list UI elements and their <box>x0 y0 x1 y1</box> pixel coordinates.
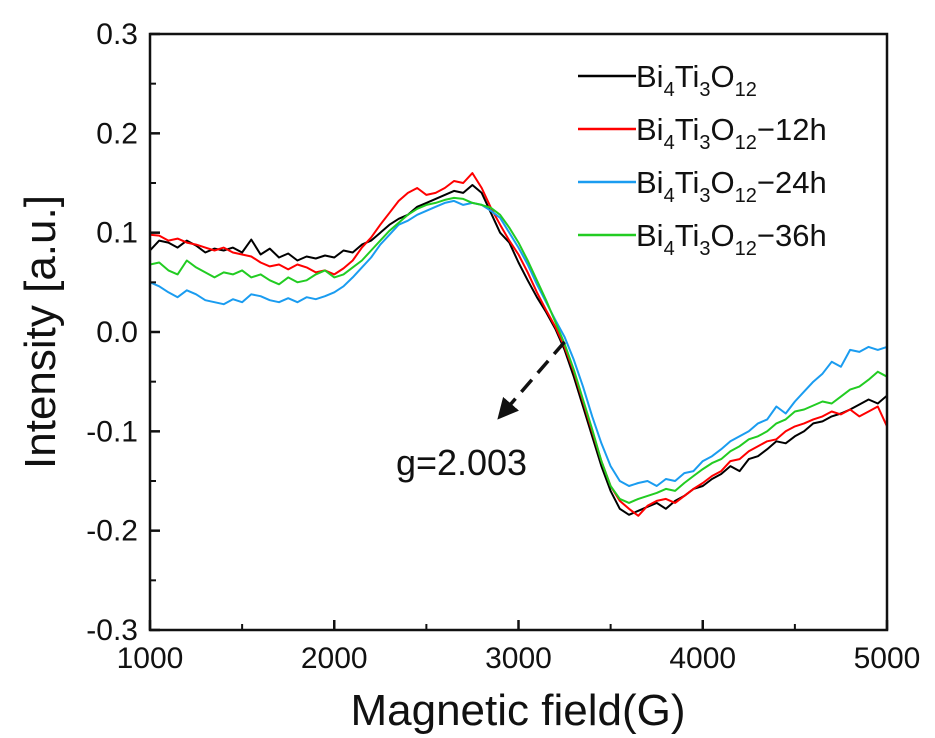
y-tick-label: -0.3 <box>86 614 138 647</box>
series-line-1 <box>150 172 887 517</box>
annotation-arrow <box>497 340 566 420</box>
y-tick-label: 0.0 <box>96 316 138 349</box>
annotation-text: g=2.003 <box>396 442 527 483</box>
y-tick-label: 0.1 <box>96 217 138 250</box>
x-tick-label: 4000 <box>669 642 736 675</box>
y-tick-label: 0.2 <box>96 117 138 150</box>
y-axis-title: Intensity [a.u.] <box>16 195 65 469</box>
x-axis-ticks: 1000 2000 3000 4000 5000 <box>117 620 921 675</box>
y-tick-label: -0.2 <box>86 515 138 548</box>
y-tick-label: -0.1 <box>86 415 138 448</box>
legend-label-2: Bi4Ti3O12−24h <box>636 165 827 207</box>
x-tick-label: 2000 <box>301 642 368 675</box>
legend-label-0: Bi4Ti3O12 <box>636 59 757 101</box>
g-value-annotation: g=2.003 <box>396 340 566 483</box>
y-axis-ticks: -0.3 -0.2 -0.1 0.0 0.1 0.2 0.3 <box>86 18 160 647</box>
series-line-2 <box>150 199 887 487</box>
series-line-3 <box>150 196 887 504</box>
series-layer <box>150 172 887 517</box>
legend-label-3: Bi4Ti3O12−36h <box>636 218 827 260</box>
x-axis-title: Magnetic field(G) <box>350 686 685 735</box>
x-tick-label: 3000 <box>485 642 552 675</box>
x-tick-label: 5000 <box>854 642 921 675</box>
x-tick-label: 1000 <box>117 642 184 675</box>
legend-label-1: Bi4Ti3O12−12h <box>636 112 827 154</box>
series-line-0 <box>150 184 887 516</box>
y-tick-label: 0.3 <box>96 18 138 51</box>
legend: Bi4Ti3O12 Bi4Ti3O12−12h Bi4Ti3O12−24h Bi4Ti… <box>578 59 827 260</box>
